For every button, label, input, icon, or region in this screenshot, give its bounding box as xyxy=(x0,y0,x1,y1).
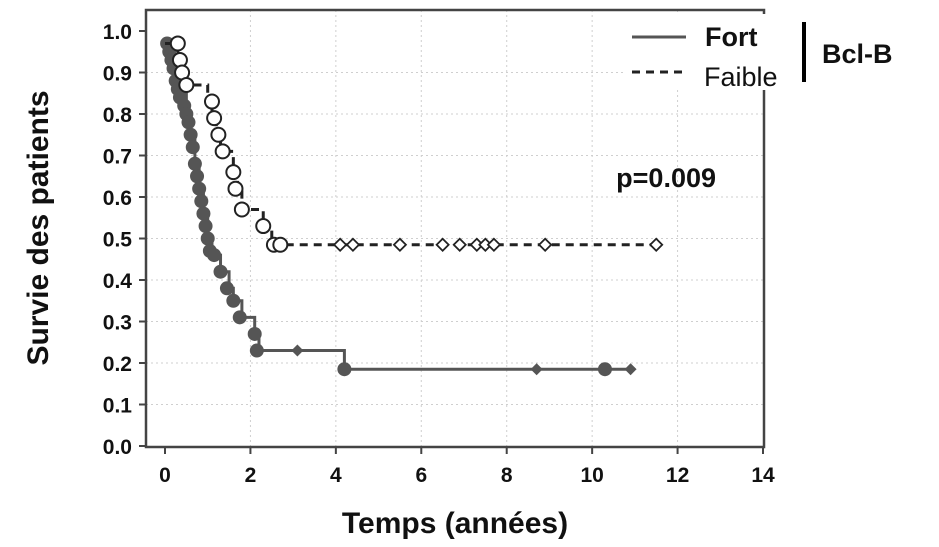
legend-label-fort: Fort xyxy=(705,22,757,52)
y-axis-title: Survie des patients xyxy=(22,90,55,365)
event-marker-faible xyxy=(206,110,223,127)
censor-marker-fort xyxy=(530,363,543,376)
series-layer xyxy=(160,35,664,377)
y-tick-label: 0.5 xyxy=(103,229,133,252)
x-axis-ticks: 0 2 4 6 8 10 12 14 xyxy=(159,447,775,487)
event-marker-faible xyxy=(227,180,244,197)
event-marker-fort xyxy=(185,140,200,155)
censor-marker-faible xyxy=(345,237,361,252)
censor-marker-fort xyxy=(624,363,637,376)
x-tick-label: 12 xyxy=(666,464,689,487)
censor-marker-faible xyxy=(332,237,348,252)
y-tick-label: 0.8 xyxy=(103,104,133,127)
censor-marker-faible xyxy=(435,237,450,252)
event-marker-faible xyxy=(214,143,231,160)
event-marker-fort xyxy=(181,115,196,130)
event-marker-fort xyxy=(232,310,247,325)
event-marker-fort xyxy=(337,362,352,377)
event-marker-fort xyxy=(226,293,241,308)
event-marker-faible xyxy=(210,126,227,143)
x-tick-label: 14 xyxy=(751,464,775,487)
plot-frame xyxy=(144,8,766,449)
y-tick-label: 0.4 xyxy=(103,270,133,293)
y-tick-label: 0.1 xyxy=(103,395,133,418)
event-marker-faible xyxy=(225,164,242,181)
x-axis-title: Temps (années) xyxy=(342,507,568,540)
event-marker-fort xyxy=(219,281,234,296)
series-fort xyxy=(160,36,637,377)
legend: Fort Faible Bcl-B xyxy=(624,14,932,92)
event-marker-fort xyxy=(196,206,211,221)
event-marker-faible xyxy=(178,76,195,93)
y-tick-label: 0.3 xyxy=(103,312,132,335)
y-tick-label: 0.9 xyxy=(103,63,132,86)
event-marker-fort xyxy=(190,169,205,184)
y-tick-label: 0.2 xyxy=(103,353,132,376)
event-marker-fort xyxy=(249,343,264,358)
censor-marker-faible xyxy=(452,237,468,252)
event-marker-fort xyxy=(213,264,228,279)
x-tick-label: 2 xyxy=(245,464,257,487)
x-tick-label: 4 xyxy=(330,464,342,487)
event-marker-fort xyxy=(200,231,215,246)
x-tick-label: 8 xyxy=(501,464,513,487)
event-marker-fort xyxy=(207,248,222,263)
event-marker-faible xyxy=(203,93,220,110)
y-tick-label: 1.0 xyxy=(103,21,132,44)
censor-marker-faible xyxy=(486,237,502,252)
censor-marker-faible xyxy=(648,237,664,252)
censor-marker-faible xyxy=(537,237,553,252)
event-marker-faible xyxy=(169,35,186,52)
event-marker-fort xyxy=(198,219,213,234)
event-marker-faible xyxy=(233,201,250,218)
series-faible xyxy=(165,35,664,253)
legend-group-label: Bcl-B xyxy=(822,39,893,69)
censor-marker-faible xyxy=(392,237,408,252)
legend-background xyxy=(624,14,796,90)
y-tick-label: 0.7 xyxy=(103,146,132,169)
x-tick-label: 0 xyxy=(159,464,171,487)
legend-label-faible: Faible xyxy=(704,62,778,92)
event-marker-faible xyxy=(272,236,289,253)
event-marker-fort xyxy=(192,181,207,196)
x-tick-label: 10 xyxy=(580,464,603,487)
p-value-annotation: p=0.009 xyxy=(616,163,716,193)
x-tick-label: 6 xyxy=(415,464,427,487)
y-tick-label: 0.6 xyxy=(103,187,132,210)
event-marker-faible xyxy=(255,218,272,235)
censor-marker-fort xyxy=(291,344,304,357)
y-axis-ticks: 0.0 0.1 0.2 0.3 0.4 0.5 0.6 0.7 0.8 0.9 1.0 xyxy=(103,21,146,459)
event-marker-fort xyxy=(183,127,198,142)
legend-group-background xyxy=(808,28,932,72)
event-marker-fort xyxy=(247,326,262,341)
event-marker-fort xyxy=(597,362,612,377)
y-tick-label: 0.0 xyxy=(103,436,132,459)
event-marker-fort xyxy=(194,194,209,209)
event-marker-fort xyxy=(187,156,202,171)
